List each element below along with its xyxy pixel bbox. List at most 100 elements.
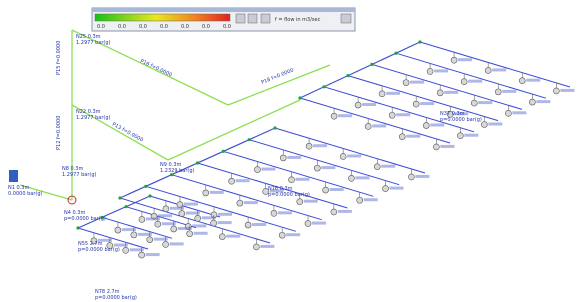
sprinkler	[163, 206, 169, 212]
sprinkler-label	[321, 166, 335, 169]
sprinkler	[423, 122, 429, 128]
node-labels: N25 0.3m 1.2977 bar(g) N22 0.3m 1.2977 b…	[8, 34, 482, 301]
junction	[370, 63, 373, 66]
legend-titlebar	[92, 8, 355, 12]
sprinkler-label	[313, 144, 327, 147]
sprinkler	[374, 164, 380, 170]
sprinkler	[355, 102, 361, 108]
sprinkler	[237, 200, 243, 206]
sprinkler-label	[330, 188, 344, 191]
sprinkler-label	[390, 187, 404, 190]
sprinkler-label	[468, 80, 482, 83]
pipe-label: P16 f=0.0000	[139, 58, 173, 78]
sprinkler	[331, 113, 337, 119]
button[interactable]	[236, 14, 245, 23]
sprinkler	[179, 211, 185, 217]
sprinkler	[306, 143, 312, 149]
sprinkler	[271, 210, 277, 216]
cross-main	[78, 196, 150, 228]
scale-label: 0.0	[223, 24, 231, 30]
sprinkler-label	[210, 191, 224, 194]
junction	[418, 40, 421, 43]
sprinkler-label	[226, 235, 240, 238]
sprinkler-label	[381, 165, 395, 168]
node-detail: 1.2977 bar(g)	[62, 172, 97, 178]
scale-label: 0.0	[97, 24, 105, 30]
sprinkler	[383, 186, 389, 192]
sprinkler-label	[478, 101, 492, 104]
button[interactable]	[248, 14, 257, 23]
sprinkler-label	[362, 103, 376, 106]
sprinkler	[323, 187, 329, 193]
sprinkler	[331, 209, 337, 215]
sprinkler	[433, 144, 439, 150]
sprinkler-label	[396, 113, 410, 116]
sprinkler-label	[218, 221, 232, 224]
sprinkler-label	[536, 100, 550, 103]
sprinkler-label	[304, 200, 318, 203]
sprinkler-label	[372, 124, 386, 127]
sprinkler	[314, 165, 320, 171]
sprinkler	[187, 231, 193, 237]
junction	[196, 161, 199, 164]
sprinkler	[457, 133, 463, 139]
sprinkler-label	[464, 134, 478, 137]
sprinkler-label	[420, 102, 434, 105]
sprinkler	[203, 190, 209, 196]
junction	[346, 74, 349, 77]
junction	[394, 52, 397, 55]
sprinkler-label	[338, 114, 352, 117]
pipe-label: P18 f=0.0000	[261, 67, 295, 85]
sprinkler-label	[236, 179, 250, 182]
legend-note: f = flow in m3/sec	[275, 17, 321, 23]
scale-label: 0.0	[181, 24, 189, 30]
sprinkler-label	[347, 154, 361, 157]
sprinkler-label	[218, 213, 232, 216]
sprinkler-label	[415, 175, 429, 178]
pipe-label: P15 f=0.0000	[56, 41, 62, 75]
pipe-label: P13 f=0.0000	[111, 122, 144, 144]
sprinkler	[348, 175, 354, 181]
sprinkler	[253, 244, 259, 250]
junction	[124, 205, 127, 208]
sprinkler	[481, 122, 487, 128]
sprinkler-label	[526, 79, 540, 82]
scale-label: 0.0	[160, 24, 168, 30]
sprinkler	[389, 112, 395, 118]
sprinkler	[139, 216, 145, 222]
sprinkler	[403, 80, 409, 86]
node-detail: 0.0000 bar(g)	[8, 191, 43, 197]
sprinkler	[280, 155, 286, 161]
junction	[298, 96, 301, 99]
sprinkler	[461, 79, 467, 85]
sprinkler-label	[492, 68, 506, 71]
sprinkler-label	[364, 198, 378, 201]
sprinkler	[229, 178, 235, 184]
sprinkler	[195, 215, 201, 221]
sprinkler-label	[512, 111, 526, 114]
sprinkler-label	[312, 222, 326, 225]
sprinkler-label	[488, 123, 502, 126]
node-detail: p=0.0000 bar(g)	[268, 192, 310, 198]
sprinkler	[365, 123, 371, 129]
sprinkler	[357, 197, 363, 203]
button[interactable]	[261, 14, 270, 23]
scale-label: 0.0	[202, 24, 210, 30]
pipe	[228, 65, 330, 105]
sprinkler	[305, 221, 311, 227]
sprinkler-label	[287, 156, 301, 159]
node-detail: 1.2329 bar(g)	[160, 168, 195, 174]
sprinkler	[495, 89, 501, 95]
sprinkler-label	[184, 203, 198, 206]
button[interactable]	[341, 14, 351, 23]
sprinkler	[437, 90, 443, 96]
scale-label: 0.0	[139, 24, 147, 30]
sprinkler	[529, 99, 535, 105]
sprinkler	[427, 68, 433, 74]
sprinkler	[245, 222, 251, 228]
sprinkler	[155, 221, 161, 227]
sprinkler	[553, 88, 559, 94]
sprinkler-label	[406, 135, 420, 138]
sprinkler	[254, 167, 260, 173]
sprinkler	[379, 91, 385, 97]
